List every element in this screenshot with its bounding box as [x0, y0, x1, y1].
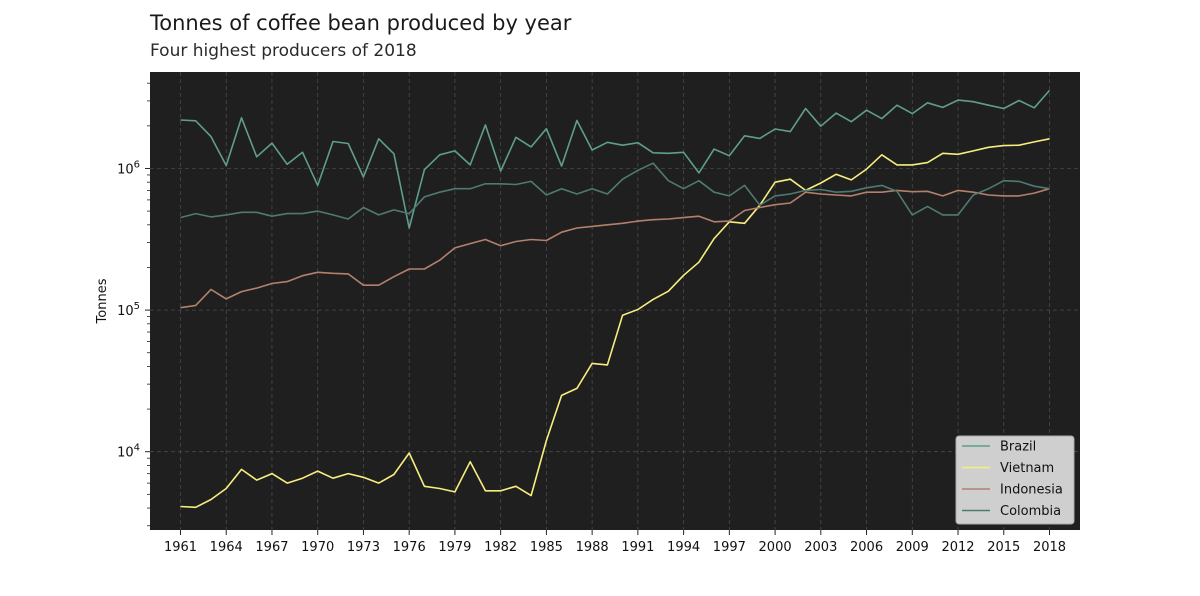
y-tick-mantissa: 10 — [117, 162, 134, 177]
legend-label-colombia: Colombia — [1000, 504, 1061, 519]
grid-lines — [150, 72, 1080, 530]
x-tick-label: 2012 — [941, 540, 974, 555]
x-tick-label: 2000 — [759, 540, 792, 555]
y-tick-mantissa: 10 — [117, 304, 134, 319]
x-tick-label: 1994 — [667, 540, 700, 555]
x-tick-label: 1973 — [347, 540, 380, 555]
legend: Brazil Vietnam Indonesia Colombia — [955, 435, 1075, 525]
axis-ticks: 1961 1964 1967 1970 1973 1976 1979 1982 1985 1988… — [117, 82, 1066, 555]
x-tick-label: 2003 — [804, 540, 837, 555]
x-tick-label: 2009 — [896, 540, 929, 555]
y-tick-exponent: 4 — [134, 443, 140, 454]
legend-label-brazil: Brazil — [1000, 440, 1036, 455]
x-tick-label: 1985 — [530, 540, 563, 555]
series-line-brazil — [180, 89, 1051, 229]
y-tick-label: 104 — [117, 443, 140, 461]
plot-area — [150, 72, 1080, 530]
x-tick-label: 1982 — [484, 540, 517, 555]
x-tick-label: 2015 — [987, 540, 1020, 555]
y-tick-exponent: 5 — [134, 301, 140, 312]
x-tick-label: 1991 — [621, 540, 654, 555]
y-tick-label: 106 — [117, 159, 140, 177]
legend-box — [955, 435, 1075, 525]
x-tick-label: 1967 — [255, 540, 288, 555]
y-tick-mantissa: 10 — [117, 446, 134, 461]
x-tick-label: 1964 — [210, 540, 243, 555]
x-tick-label: 2018 — [1033, 540, 1066, 555]
series-line-vietnam — [180, 138, 1050, 509]
legend-label-indonesia: Indonesia — [1000, 483, 1063, 498]
x-tick-label: 1997 — [713, 540, 746, 555]
x-tick-label: 1979 — [438, 540, 471, 555]
y-tick-exponent: 6 — [134, 159, 140, 170]
series-line-indonesia — [180, 187, 1050, 309]
x-tick-label: 1970 — [301, 540, 334, 555]
x-tick-label: 2006 — [850, 540, 883, 555]
y-axis-label: Tonnes — [95, 278, 110, 324]
legend-label-vietnam: Vietnam — [1000, 461, 1054, 476]
x-tick-label: 1961 — [164, 540, 197, 555]
x-tick-label: 1988 — [576, 540, 609, 555]
chart-subtitle: Four highest producers of 2018 — [150, 41, 417, 61]
chart-title: Tonnes of coffee bean produced by year — [149, 11, 572, 35]
y-tick-label: 105 — [117, 301, 140, 319]
series-lines — [180, 89, 1051, 509]
series-line-colombia — [180, 162, 1050, 220]
x-tick-label: 1976 — [393, 540, 426, 555]
